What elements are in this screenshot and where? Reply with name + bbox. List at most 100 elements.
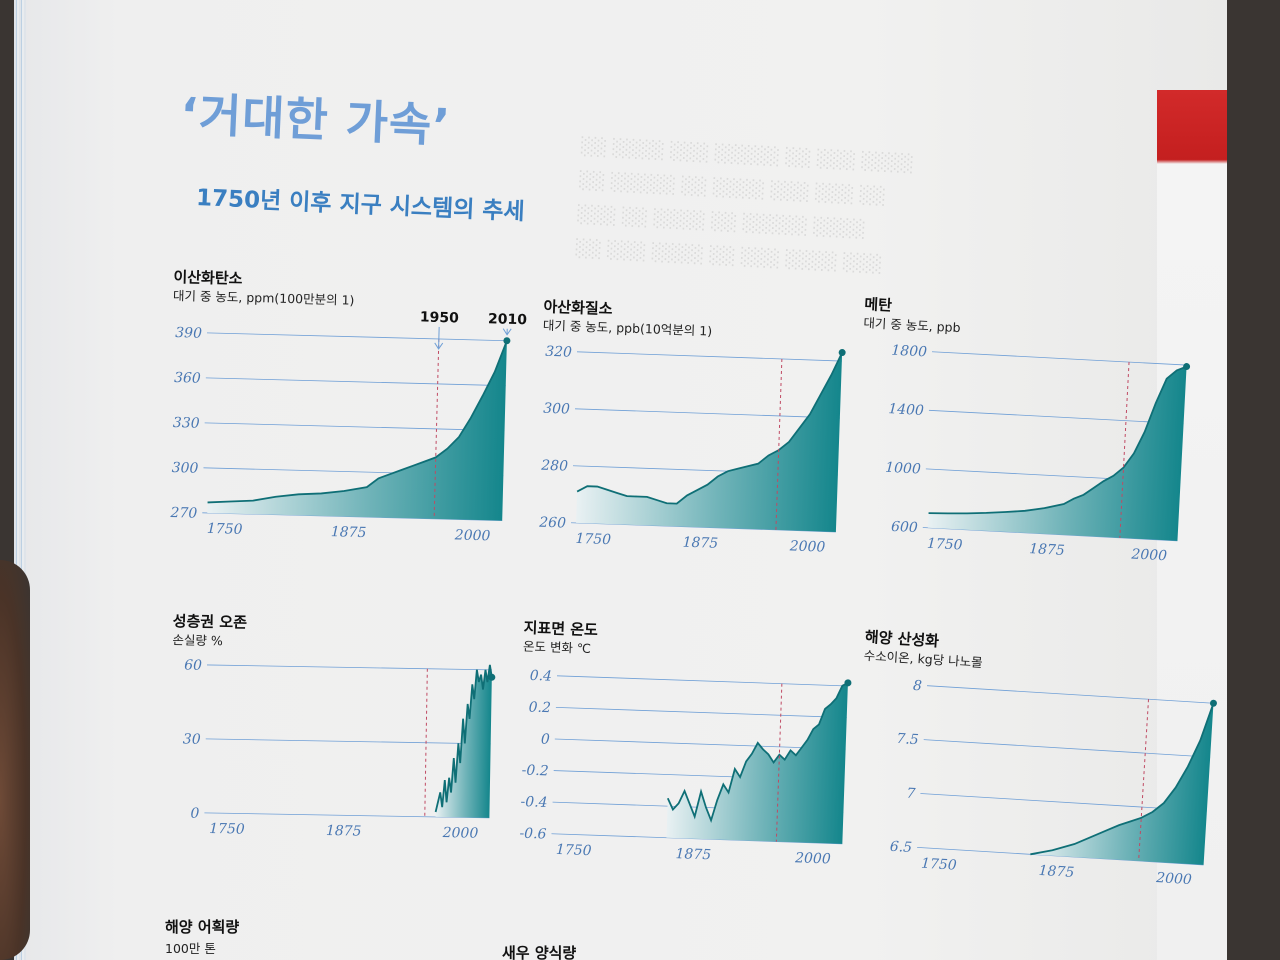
gridline [923, 739, 1211, 758]
y-tick-label: 7.5 [896, 731, 919, 748]
gridline [204, 422, 505, 432]
end-point [1209, 699, 1217, 707]
x-tick-label: 1875 [1029, 541, 1066, 559]
y-tick-label: 6.5 [889, 839, 912, 856]
y-tick-label: 390 [175, 325, 202, 342]
y-tick-label: 600 [891, 519, 919, 536]
chart-unit: 대기 중 농도, ppb [863, 315, 961, 335]
chart-title: 해양 산성화 [864, 628, 939, 651]
x-tick-label: 1750 [575, 531, 611, 548]
gridline [928, 409, 1184, 425]
y-tick-label: -0.6 [519, 826, 547, 843]
gridline [576, 351, 842, 362]
chart-title: 메탄 [864, 295, 893, 314]
y-tick-label: 300 [543, 401, 570, 418]
series-line [207, 340, 508, 504]
y-tick-label: 1800 [891, 343, 928, 361]
area-fill [435, 664, 492, 818]
gridline [205, 377, 506, 387]
y-tick-label: 1400 [888, 401, 925, 419]
x-tick-label: 1875 [331, 524, 367, 541]
marker-1950-line [775, 683, 783, 842]
y-tick-label: 1000 [885, 460, 922, 478]
series-line [1030, 702, 1215, 856]
y-tick-label: 0.2 [528, 699, 551, 716]
y-tick-label: 7 [906, 786, 916, 803]
end-point [1183, 363, 1191, 371]
chart-title: 성층권 오존 [173, 612, 248, 631]
x-tick-label: 1875 [682, 535, 718, 552]
y-tick-label: 0 [190, 806, 199, 822]
marker-arrow [438, 326, 440, 349]
end-point [488, 673, 496, 681]
x-tick-label: 1750 [556, 842, 592, 859]
fish-catch-title: 해양 어획량 [165, 918, 240, 936]
series-line [928, 365, 1187, 515]
marker-arrowhead [502, 328, 512, 336]
y-tick-label: 330 [173, 415, 200, 432]
y-tick-label: 360 [174, 370, 201, 387]
x-tick-label: 2000 [788, 538, 825, 555]
y-tick-label: 260 [538, 515, 566, 532]
x-tick-label: 2000 [442, 825, 479, 842]
book-page: ░░ ░░░░ ░░░ ░░░░░ ░░ ░░░ ░░░░ ░░ ░░░░░ ░… [22, 0, 1227, 960]
chart-unit: 온도 변화 ℃ [523, 639, 591, 656]
end-point [844, 679, 852, 687]
x-tick-label: 1750 [921, 856, 958, 874]
x-tick-label: 2000 [1130, 546, 1168, 564]
gridline [555, 707, 847, 718]
marker-label: 1950 [420, 309, 460, 326]
chart-unit: 손실량 % [172, 632, 223, 648]
x-tick-label: 2000 [454, 527, 491, 544]
y-tick-label: 0.4 [529, 668, 552, 685]
fish-catch-unit: 100만 톤 [165, 941, 216, 956]
y-tick-label: 30 [183, 732, 201, 748]
area-fill [207, 340, 507, 521]
y-tick-label: 300 [172, 460, 199, 477]
marker-1950-line [1119, 362, 1130, 538]
chart-title: 지표면 온도 [523, 619, 598, 640]
end-point [838, 349, 846, 357]
chart-unit: 수소이온, kg당 나노몰 [863, 648, 983, 670]
x-tick-label: 1750 [207, 521, 243, 538]
holding-thumb [0, 560, 30, 960]
chart-unit: 대기 중 농도, ppb(10억분의 1) [543, 318, 713, 339]
y-tick-label: -0.2 [521, 762, 549, 779]
marker-1950-line [433, 338, 440, 519]
series-line [666, 682, 849, 824]
y-tick-label: -0.4 [520, 794, 548, 811]
gridline [926, 685, 1214, 704]
marker-label: 2010 [488, 311, 528, 328]
series-line [576, 352, 843, 505]
end-point [503, 337, 511, 345]
x-tick-label: 2000 [1155, 870, 1193, 888]
x-tick-label: 1875 [675, 846, 711, 863]
area-fill [666, 682, 848, 844]
y-tick-label: 270 [169, 505, 197, 522]
chart-unit: 대기 중 농도, ppm(100만분의 1) [173, 288, 355, 308]
y-tick-label: 0 [541, 732, 551, 748]
x-tick-label: 2000 [794, 850, 831, 867]
gridline [206, 664, 492, 671]
area-fill [927, 366, 1187, 541]
marker-arrowhead [434, 342, 444, 350]
gridline [556, 675, 848, 687]
marker-1950-line [424, 668, 428, 817]
series-line [434, 664, 493, 813]
x-tick-label: 1750 [209, 821, 245, 838]
gridline [205, 738, 491, 745]
y-tick-label: 320 [545, 344, 572, 361]
chart-title: 이산화탄소 [173, 268, 243, 288]
y-tick-label: 60 [184, 658, 202, 674]
gridline [554, 738, 846, 750]
x-tick-label: 1750 [927, 536, 964, 554]
area-fill [576, 352, 843, 532]
gridline [206, 332, 507, 342]
